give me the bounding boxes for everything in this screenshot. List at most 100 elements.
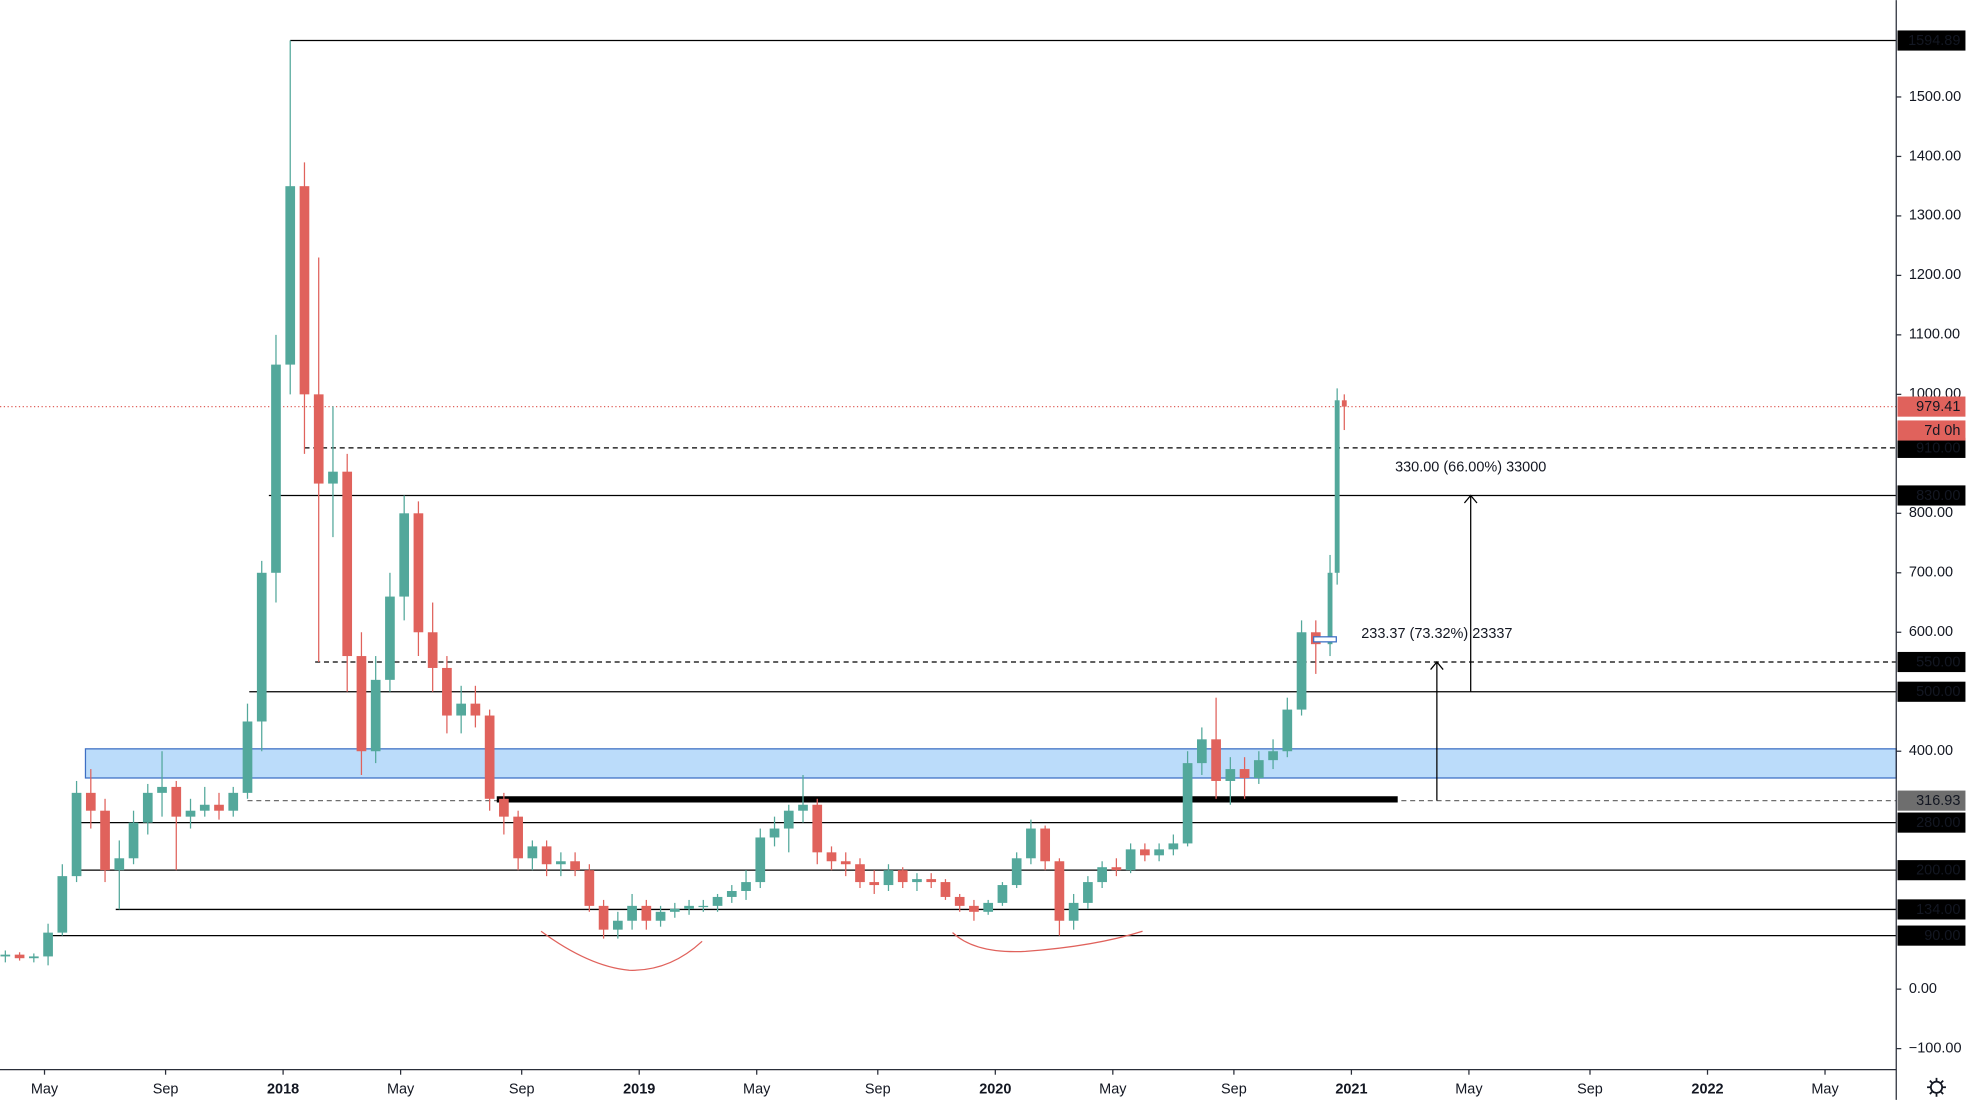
gear-ring[interactable] (1929, 1080, 1944, 1094)
x-tick-label: May (1455, 1082, 1483, 1098)
settings-icon[interactable] (1927, 1077, 1946, 1097)
axes: May Sep 2018 May Sep 2019 May Sep 2020 May Sep 2021… (31, 30, 1966, 1098)
candle-body (826, 852, 837, 862)
candle-body (385, 596, 395, 680)
candle-body (313, 394, 324, 484)
candle-body (1011, 858, 1022, 886)
candle-body (513, 816, 523, 859)
candle-body (527, 846, 538, 859)
candle-body (484, 715, 495, 799)
price-badge-label: 500.00 (1916, 684, 1960, 700)
price-badge (1897, 812, 1966, 833)
x-tick-label: 2021 (1335, 1082, 1367, 1098)
price-badge (1897, 651, 1966, 673)
drawing-marker (1313, 636, 1337, 643)
candle-body (1282, 709, 1293, 752)
candle-body (1140, 849, 1150, 856)
candle-body (1225, 769, 1236, 781)
candle-body (698, 905, 709, 908)
candle-body (470, 703, 481, 716)
hand-drawn-curve (952, 930, 1143, 953)
candle-body (612, 920, 623, 930)
candle-body (100, 810, 110, 871)
y-tick-label: 1400.00 (1909, 148, 1961, 164)
candle-body (128, 822, 139, 859)
candle-body (499, 798, 509, 817)
candle-body (1154, 849, 1164, 856)
candle-body (14, 954, 25, 959)
candle-body (869, 882, 880, 886)
price-badge (1897, 437, 1966, 458)
candle-body (1097, 867, 1107, 883)
candle-body (926, 879, 937, 883)
price-badge-label: 134.00 (1916, 902, 1960, 918)
x-tick-label: Sep (509, 1082, 535, 1098)
candle-body (655, 911, 666, 921)
price-badge-label: 90.00 (1924, 928, 1960, 944)
measure-arrow-head (1430, 661, 1444, 670)
x-tick-label: May (31, 1082, 59, 1098)
candle-body (328, 471, 338, 484)
y-tick-label: 400.00 (1909, 743, 1953, 759)
candle-body (912, 879, 922, 883)
price-badge (1897, 899, 1966, 920)
price-badge (1897, 790, 1966, 811)
candle-body (855, 864, 865, 883)
x-tick-label: Sep (1577, 1082, 1603, 1098)
price-badge (1897, 30, 1966, 51)
price-badge-label: 280.00 (1916, 815, 1960, 831)
price-badge-label: 830.00 (1916, 488, 1960, 504)
countdown-label: 7d 0h (1924, 423, 1960, 439)
price-badge-label: 550.00 (1916, 654, 1960, 670)
candle-body (342, 471, 353, 657)
x-tick-label: Sep (865, 1082, 891, 1098)
y-tick-label: 1300.00 (1909, 208, 1961, 224)
price-badge-label: 910.00 (1916, 440, 1960, 456)
candle-body (1334, 400, 1340, 573)
candle-body (883, 870, 894, 886)
candle-body (157, 786, 167, 793)
candle-body (0, 954, 11, 957)
y-tick-label: 600.00 (1909, 624, 1953, 640)
candle-body (142, 792, 153, 823)
candle-body (1168, 843, 1179, 850)
candle-body (370, 679, 381, 752)
candle-body (1068, 902, 1079, 921)
candle-body (114, 858, 125, 871)
candle-body (71, 792, 82, 877)
candle-body (1327, 572, 1333, 645)
price-badge (1897, 485, 1966, 506)
candle-body (413, 513, 424, 633)
candle-body (1253, 760, 1264, 778)
candle-body (783, 810, 794, 829)
candle-body (356, 656, 367, 752)
candle-body (85, 792, 96, 811)
x-tick-label: May (1099, 1082, 1127, 1098)
candle-body (1083, 882, 1093, 903)
candle-body (954, 896, 965, 906)
x-tick-label: 2018 (267, 1082, 299, 1098)
candle-body (983, 902, 994, 912)
gear-teeth[interactable] (1927, 1077, 1946, 1097)
candle-body (43, 932, 53, 957)
candle-body (1211, 739, 1221, 781)
candle-body (256, 572, 267, 722)
price-badge-label: 200.00 (1916, 863, 1960, 879)
x-tick-label: Sep (153, 1082, 179, 1098)
price-badge (1897, 396, 1966, 417)
hand-drawn-curve (540, 930, 703, 971)
candle-body (684, 905, 694, 909)
candle-body (57, 876, 68, 933)
x-tick-label: May (743, 1082, 771, 1098)
measure-label: 233.37 (73.32%) 23337 (1361, 626, 1512, 642)
price-badge-label: 316.93 (1916, 793, 1960, 809)
candle-body (1040, 828, 1051, 862)
candle-body (897, 870, 908, 883)
measure-arrow-head (1463, 494, 1478, 504)
candle-body (812, 804, 823, 853)
candle-body (556, 861, 566, 865)
x-tick-label: Sep (1221, 1082, 1247, 1098)
x-tick-label: 2019 (623, 1082, 655, 1098)
